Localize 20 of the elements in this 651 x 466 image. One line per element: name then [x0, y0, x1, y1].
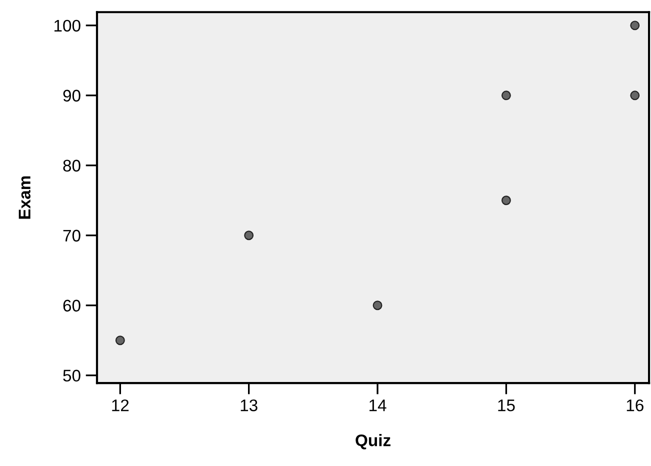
point [372, 300, 382, 310]
point [115, 336, 125, 346]
y-tick-label: 80 [63, 160, 80, 172]
x-tick-label: 12 [112, 399, 129, 412]
point [501, 90, 511, 100]
y-tick-label: 100 [54, 20, 80, 32]
x-axis-title: Quiz [356, 434, 390, 450]
y-axis-title: Exam [18, 176, 30, 219]
point [630, 20, 640, 30]
y-tick-label: 60 [63, 300, 80, 312]
y-tick-label: 90 [63, 90, 80, 102]
point [501, 196, 511, 206]
y-tick-label: 70 [63, 230, 80, 242]
x-tick-label: 14 [370, 400, 386, 412]
point [630, 90, 640, 100]
y-tick-label: 50 [63, 370, 80, 382]
x-tick-label: 16 [626, 399, 644, 412]
x-tick-label: 13 [240, 399, 258, 412]
point [244, 230, 254, 240]
x-tick-label: 15 [498, 400, 515, 412]
